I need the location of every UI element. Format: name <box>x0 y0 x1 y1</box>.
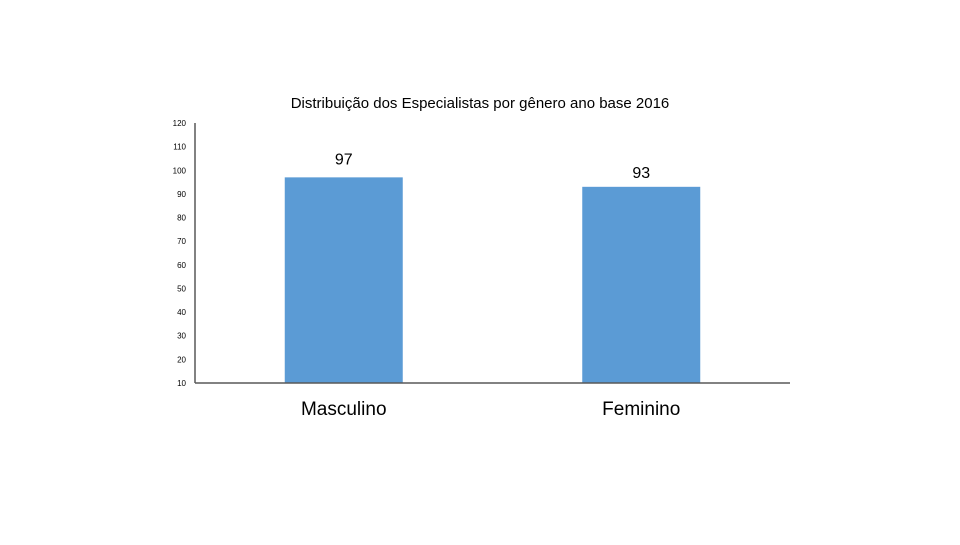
data-labels: 97 93 <box>335 151 650 181</box>
y-tick-label: 40 <box>177 308 186 317</box>
chart-title: Distribuição dos Especialistas por gêner… <box>291 95 670 112</box>
data-label: 93 <box>632 165 650 182</box>
y-tick-label: 60 <box>177 261 186 270</box>
x-tick-label: Feminino <box>602 399 680 420</box>
y-tick-label: 20 <box>177 355 186 364</box>
bars <box>284 177 701 383</box>
y-tick-label: 120 <box>173 119 187 128</box>
bar-feminino <box>582 186 701 383</box>
y-tick-label: 90 <box>177 190 186 199</box>
bar-masculino <box>284 177 403 383</box>
y-tick-label: 30 <box>177 332 186 341</box>
y-tick-label: 50 <box>177 284 186 293</box>
y-tick-labels: 120 110 100 90 80 70 60 50 40 30 20 10 <box>173 119 187 388</box>
y-tick-label: 100 <box>173 166 187 175</box>
y-tick-label: 110 <box>173 143 186 152</box>
y-tick-label: 80 <box>177 214 186 223</box>
x-tick-labels: Masculino Feminino <box>301 399 680 420</box>
y-tick-label: 10 <box>177 379 186 388</box>
y-tick-label: 70 <box>177 237 186 246</box>
data-label: 97 <box>335 151 353 168</box>
x-tick-label: Masculino <box>301 399 387 420</box>
